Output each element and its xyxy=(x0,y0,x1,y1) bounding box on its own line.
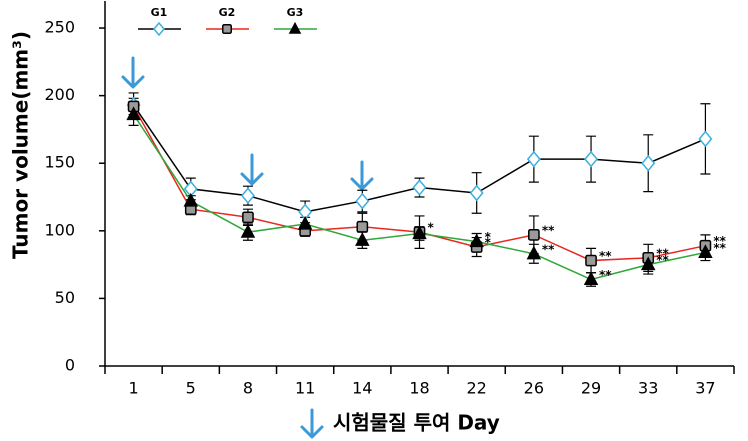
marker xyxy=(585,254,597,267)
marker xyxy=(469,184,484,202)
marker xyxy=(469,233,484,248)
x-tick-label: 29 xyxy=(581,379,601,398)
dosing-arrow xyxy=(121,56,145,89)
marker xyxy=(240,187,255,205)
significance-label: ** xyxy=(713,241,726,255)
x-tick-label: 18 xyxy=(409,379,429,398)
legend-label: G3 xyxy=(287,6,304,19)
marker xyxy=(528,229,540,241)
significance-label: * xyxy=(485,230,492,244)
x-tick-label: 37 xyxy=(695,379,715,398)
marker xyxy=(584,150,599,168)
y-tick-label: 100 xyxy=(44,220,75,239)
legend-label: G1 xyxy=(151,6,168,19)
marker xyxy=(412,179,427,196)
x-tick-label: 1 xyxy=(128,379,138,398)
dosing-arrow xyxy=(350,160,374,191)
x-tick-label: 8 xyxy=(243,379,253,398)
y-tick-label: 50 xyxy=(55,288,75,307)
x-tick-label: 33 xyxy=(638,379,658,398)
marker xyxy=(183,192,199,207)
marker xyxy=(583,271,599,286)
arrow-icon xyxy=(300,408,324,439)
marker xyxy=(288,21,302,34)
significance-label: * xyxy=(428,221,435,235)
marker xyxy=(698,244,713,258)
dosing-arrow xyxy=(240,153,264,186)
marker xyxy=(240,223,256,238)
x-tick-label: 22 xyxy=(467,379,487,398)
significance-label: ** xyxy=(599,268,612,282)
significance-label: ** xyxy=(713,234,726,248)
marker xyxy=(698,130,713,148)
marker xyxy=(356,220,369,233)
significance-label: ** xyxy=(656,246,669,260)
legend-label: G2 xyxy=(219,6,236,19)
significance-label: ** xyxy=(542,223,555,237)
y-tick-label: 200 xyxy=(44,85,75,104)
x-tick-label: 11 xyxy=(295,379,315,398)
marker xyxy=(242,211,254,224)
y-tick-label: 250 xyxy=(44,18,75,37)
marker xyxy=(153,21,165,37)
y-tick-label: 0 xyxy=(65,356,75,375)
y-tick-label: 150 xyxy=(44,153,75,172)
marker xyxy=(641,154,656,172)
marker xyxy=(640,256,656,271)
significance-label: * xyxy=(485,236,492,250)
marker xyxy=(222,24,232,34)
marker xyxy=(526,150,541,168)
y-axis-label: Tumor volume(mm³) xyxy=(9,31,33,259)
significance-label: ** xyxy=(599,249,612,263)
marker xyxy=(355,192,370,210)
x-tick-label: 14 xyxy=(352,379,372,398)
marker xyxy=(297,215,313,230)
x-tick-label: 26 xyxy=(524,379,544,398)
marker xyxy=(355,232,370,246)
marker xyxy=(412,225,427,240)
x-axis-label: 시험물질 투여 Day xyxy=(333,411,500,435)
marker xyxy=(526,245,542,260)
significance-label: ** xyxy=(656,253,669,267)
significance-label: ** xyxy=(542,242,555,256)
x-tick-label: 5 xyxy=(186,379,196,398)
marker xyxy=(126,106,141,121)
